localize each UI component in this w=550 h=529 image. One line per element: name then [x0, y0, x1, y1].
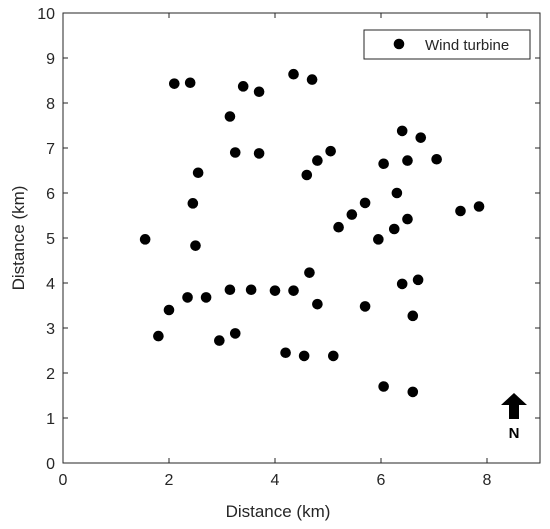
plot-border — [62, 12, 541, 464]
data-point — [407, 310, 419, 322]
data-point — [245, 284, 257, 296]
y-axis-label: Distance (km) — [9, 186, 28, 291]
north-label: N — [509, 425, 520, 442]
data-point — [473, 201, 485, 212]
data-point — [288, 68, 299, 80]
data-point — [402, 155, 413, 166]
data-point — [402, 213, 413, 225]
data-point — [359, 301, 371, 312]
y-tick-label: 4 — [46, 276, 55, 293]
y-tick-label: 2 — [46, 366, 55, 383]
data-point — [388, 223, 400, 235]
y-tick-label: 5 — [46, 231, 55, 248]
data-point — [312, 298, 323, 310]
y-tick-label: 8 — [46, 96, 55, 113]
data-point — [306, 74, 318, 85]
data-point — [224, 284, 236, 296]
y-tick-label: 9 — [46, 51, 55, 68]
data-point — [214, 335, 225, 346]
data-point — [269, 285, 281, 296]
data-point — [288, 285, 299, 296]
data-point — [412, 274, 424, 286]
x-tick-label: 2 — [165, 472, 174, 489]
legend: Wind turbine — [363, 29, 531, 60]
data-point — [280, 347, 291, 359]
data-point — [301, 169, 313, 181]
data-point — [396, 125, 408, 137]
data-point — [229, 328, 241, 339]
y-axis-ticks: 0 1 2 3 4 5 6 7 8 9 10 — [37, 6, 540, 473]
legend-box — [363, 29, 531, 60]
y-tick-label: 10 — [37, 6, 55, 23]
data-point — [431, 153, 442, 165]
north-arrow: N — [501, 393, 527, 442]
data-points — [139, 68, 485, 398]
data-point — [304, 267, 315, 278]
plot-frame — [62, 12, 541, 464]
y-tick-label: 0 — [46, 456, 55, 473]
data-point — [346, 209, 358, 220]
data-point — [253, 148, 265, 159]
data-point — [415, 132, 427, 143]
data-point — [153, 330, 164, 342]
data-point — [396, 278, 408, 290]
data-point — [224, 111, 236, 122]
x-tick-label: 8 — [483, 472, 492, 489]
data-point — [169, 78, 180, 89]
data-point — [391, 187, 403, 199]
data-point — [229, 147, 241, 158]
data-point — [237, 81, 249, 92]
x-tick-label: 0 — [59, 472, 68, 489]
data-point — [187, 198, 199, 209]
data-point — [455, 205, 466, 217]
legend-label: Wind turbine — [425, 37, 509, 54]
y-tick-label: 1 — [46, 411, 55, 428]
data-point — [333, 221, 344, 233]
data-point — [373, 234, 384, 245]
data-point — [407, 386, 419, 398]
data-point — [298, 350, 310, 362]
data-point — [328, 350, 339, 362]
data-point — [378, 158, 389, 170]
data-point — [192, 167, 204, 179]
y-tick-label: 3 — [46, 321, 55, 338]
x-tick-label: 4 — [271, 472, 280, 489]
data-point — [200, 292, 212, 303]
data-point — [139, 234, 151, 245]
data-point — [184, 77, 196, 89]
y-tick-label: 6 — [46, 186, 55, 203]
x-axis-label: Distance (km) — [226, 502, 331, 521]
y-tick-label: 7 — [46, 141, 55, 158]
data-point — [253, 86, 265, 98]
data-point — [163, 304, 175, 316]
data-point — [325, 145, 336, 157]
legend-marker — [393, 38, 405, 50]
x-tick-label: 6 — [377, 472, 386, 489]
data-point — [182, 292, 193, 303]
north-arrow-icon — [501, 393, 527, 419]
x-axis-ticks: 0 2 4 6 8 — [59, 13, 492, 489]
data-point — [378, 381, 389, 392]
data-point — [359, 197, 371, 209]
data-point — [190, 240, 201, 251]
data-point — [312, 155, 323, 166]
